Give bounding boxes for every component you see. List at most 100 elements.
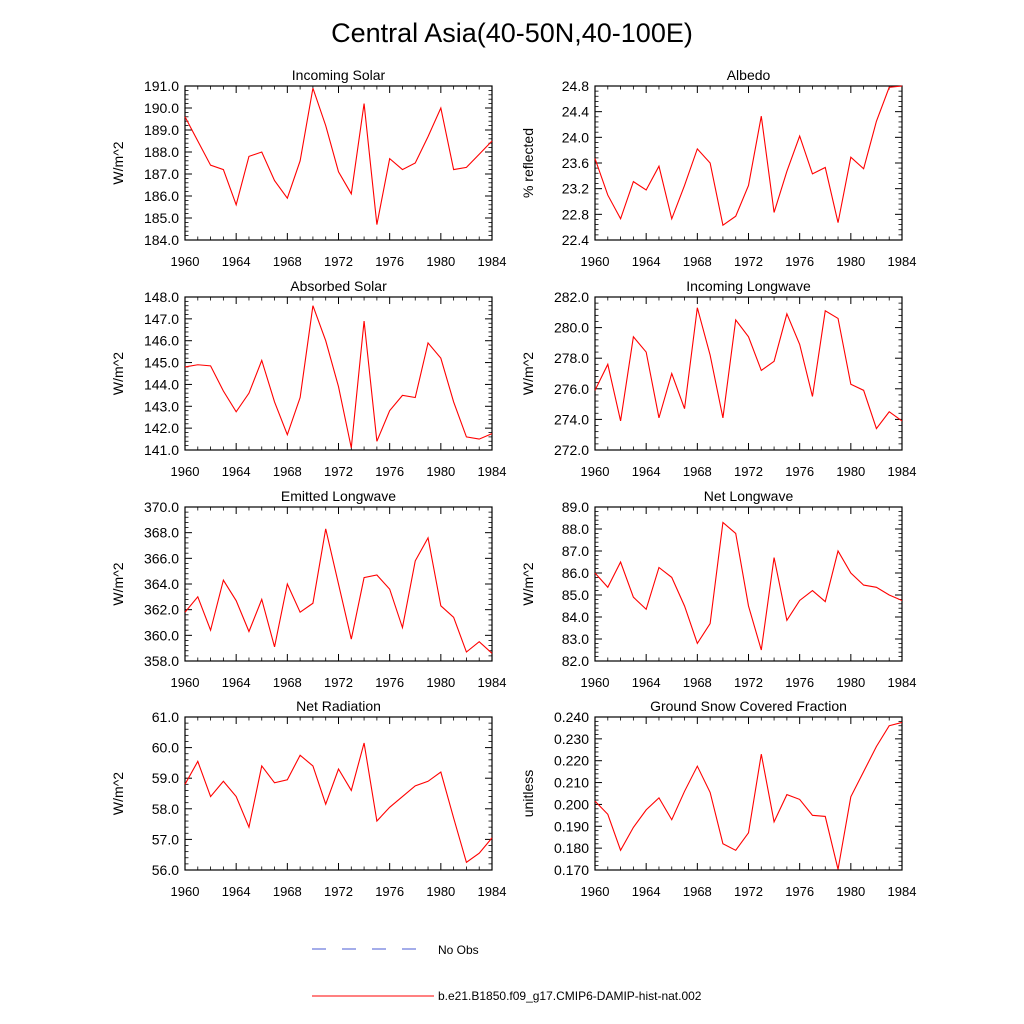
x-tick-label: 1976 — [375, 464, 404, 479]
x-tick-label: 1968 — [683, 884, 712, 899]
x-tick-label: 1968 — [683, 675, 712, 690]
x-tick-label: 1976 — [785, 464, 814, 479]
y-axis-label: W/m^2 — [110, 352, 126, 395]
x-tick-label: 1960 — [171, 464, 200, 479]
y-axis-label: unitless — [520, 770, 536, 817]
legend-model-label: b.e21.B1850.f09_g17.CMIP6-DAMIP-hist-nat… — [438, 989, 702, 1003]
x-tick-label: 1980 — [836, 464, 865, 479]
x-tick-label: 1968 — [683, 254, 712, 269]
panel-title: Absorbed Solar — [290, 278, 387, 294]
x-tick-label: 1980 — [426, 675, 455, 690]
x-tick-label: 1960 — [581, 884, 610, 899]
x-tick-label: 1984 — [478, 464, 507, 479]
y-tick-label: 87.0 — [562, 543, 589, 559]
panel-2: Albedo % reflected 1960 1964 1968 1972 1976 198… — [520, 67, 916, 269]
x-tick-label: 1976 — [375, 254, 404, 269]
x-tick-label: 1976 — [375, 675, 404, 690]
y-tick-label: 360.0 — [144, 627, 179, 643]
panel-title: Net Radiation — [296, 698, 381, 714]
y-axis-label: % reflected — [520, 128, 536, 198]
y-tick-label: 85.0 — [562, 587, 589, 603]
x-tick-label: 1964 — [632, 675, 661, 690]
y-tick-label: 24.8 — [562, 78, 589, 94]
y-tick-label: 280.0 — [554, 320, 589, 336]
y-tick-label: 0.200 — [554, 796, 589, 812]
figure-title: Central Asia(40-50N,40-100E) — [331, 18, 693, 48]
x-tick-label: 1976 — [785, 675, 814, 690]
x-tick-label: 1960 — [581, 464, 610, 479]
y-tick-label: 23.6 — [562, 155, 589, 171]
y-tick-label: 0.220 — [554, 753, 589, 769]
x-tick-label: 1984 — [888, 884, 917, 899]
y-tick-label: 22.8 — [562, 206, 589, 222]
series-line — [594, 307, 903, 430]
y-tick-label: 368.0 — [144, 525, 179, 541]
y-tick-label: 89.0 — [562, 499, 589, 515]
x-tick-label: 1964 — [632, 464, 661, 479]
x-tick-label: 1960 — [171, 884, 200, 899]
x-tick-label: 1984 — [478, 884, 507, 899]
legend-obs-label: No Obs — [438, 943, 479, 957]
series-line — [594, 521, 903, 651]
x-tick-label: 1976 — [785, 254, 814, 269]
plot-frame — [184, 296, 493, 451]
y-tick-label: 364.0 — [144, 576, 179, 592]
y-tick-label: 0.230 — [554, 731, 589, 747]
y-tick-label: 0.190 — [554, 818, 589, 834]
x-tick-label: 1964 — [222, 884, 251, 899]
y-tick-label: 145.0 — [144, 355, 179, 371]
y-tick-label: 189.0 — [144, 122, 179, 138]
y-tick-label: 83.0 — [562, 631, 589, 647]
x-tick-label: 1976 — [785, 884, 814, 899]
x-tick-label: 1972 — [324, 884, 353, 899]
x-tick-label: 1984 — [478, 254, 507, 269]
x-tick-label: 1960 — [171, 254, 200, 269]
x-tick-label: 1968 — [273, 675, 302, 690]
y-tick-label: 191.0 — [144, 78, 179, 94]
y-tick-label: 187.0 — [144, 166, 179, 182]
x-tick-label: 1972 — [324, 675, 353, 690]
y-tick-label: 0.210 — [554, 775, 589, 791]
panel-1: Incoming Solar W/m^2 1960 1964 1968 1972 1976 1… — [110, 67, 506, 269]
y-tick-label: 148.0 — [144, 289, 179, 305]
x-tick-label: 1968 — [273, 254, 302, 269]
panels: Incoming Solar W/m^2 1960 1964 1968 1972 1976 1… — [110, 67, 916, 899]
x-tick-label: 1984 — [888, 254, 917, 269]
panel-6: Net Longwave W/m^2 1960 1964 1968 1972 1976 198… — [520, 488, 916, 690]
y-tick-label: 24.4 — [562, 104, 589, 120]
x-tick-label: 1980 — [426, 254, 455, 269]
x-tick-label: 1972 — [324, 464, 353, 479]
series-line — [184, 88, 493, 225]
x-tick-label: 1964 — [632, 254, 661, 269]
y-tick-label: 0.170 — [554, 862, 589, 878]
panel-4: Incoming Longwave W/m^2 1960 1964 1968 1972 19… — [520, 278, 916, 479]
y-tick-label: 147.0 — [144, 311, 179, 327]
x-tick-label: 1980 — [836, 884, 865, 899]
y-tick-label: 61.0 — [152, 709, 179, 725]
y-tick-label: 186.0 — [144, 188, 179, 204]
x-tick-label: 1972 — [734, 884, 763, 899]
panel-title: Emitted Longwave — [281, 488, 396, 504]
y-tick-label: 58.0 — [152, 801, 179, 817]
y-axis-label: W/m^2 — [520, 562, 536, 605]
panel-5: Emitted Longwave W/m^2 1960 1964 1968 1972 197… — [110, 488, 506, 690]
x-tick-label: 1968 — [273, 884, 302, 899]
y-tick-label: 88.0 — [562, 521, 589, 537]
plot-frame — [594, 506, 903, 662]
x-tick-label: 1984 — [478, 675, 507, 690]
x-tick-label: 1972 — [734, 675, 763, 690]
y-tick-label: 24.0 — [562, 129, 589, 145]
plot-frame — [184, 716, 493, 871]
plot-frame — [594, 296, 903, 451]
y-tick-label: 366.0 — [144, 550, 179, 566]
x-tick-label: 1984 — [888, 464, 917, 479]
x-tick-label: 1964 — [222, 464, 251, 479]
series-line — [184, 528, 493, 654]
y-tick-label: 22.4 — [562, 232, 589, 248]
y-tick-label: 362.0 — [144, 602, 179, 618]
y-tick-label: 143.0 — [144, 398, 179, 414]
y-axis-label: W/m^2 — [110, 772, 126, 815]
x-tick-label: 1960 — [581, 675, 610, 690]
legend: No Obs b.e21.B1850.f09_g17.CMIP6-DAMIP-h… — [312, 943, 702, 1003]
y-axis-label: W/m^2 — [520, 352, 536, 395]
